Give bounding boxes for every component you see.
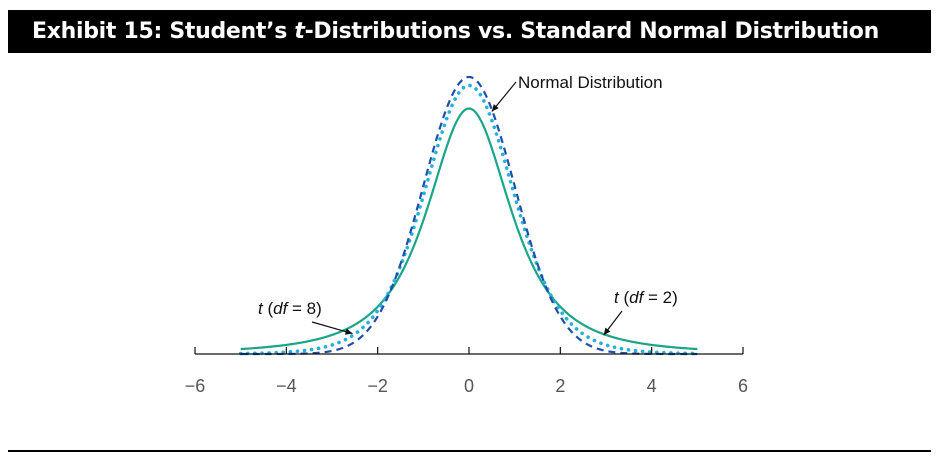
page-title: Exhibit 15: Student’s t-Distributions vs… bbox=[32, 19, 879, 44]
annotation-arrow-t-df-2 bbox=[603, 310, 623, 336]
annotation-t-df-2: t (df = 2) bbox=[614, 288, 678, 307]
x-tick-label: 2 bbox=[555, 376, 565, 396]
annotation-normal-distribution: Normal Distribution bbox=[518, 73, 663, 92]
x-tick-label: 4 bbox=[647, 376, 657, 396]
x-axis: −6 −4 −2 0 2 4 6 bbox=[185, 347, 748, 396]
x-tick-label: −6 bbox=[185, 376, 206, 396]
series-line-normal-distribution bbox=[240, 75, 698, 356]
x-tick-label: 0 bbox=[464, 376, 474, 396]
x-tick-label: −2 bbox=[367, 376, 388, 396]
series-line-t-df-8 bbox=[238, 83, 700, 356]
bottom-rule bbox=[8, 450, 931, 452]
annotation-arrow-t-df-8 bbox=[311, 321, 353, 335]
title-bar: Exhibit 15: Student’s t-Distributions vs… bbox=[8, 10, 931, 53]
series-line-t-df-2 bbox=[240, 107, 698, 351]
x-tick-label: 6 bbox=[738, 376, 748, 396]
curves-group bbox=[238, 75, 700, 356]
annotation-t-df-8: t (df = 8) bbox=[258, 299, 322, 318]
annotation-arrow-normal bbox=[491, 81, 517, 112]
annotations: Normal Distribution t (df = 8) t (df = 2) bbox=[258, 73, 678, 336]
x-tick-label: −4 bbox=[276, 376, 297, 396]
